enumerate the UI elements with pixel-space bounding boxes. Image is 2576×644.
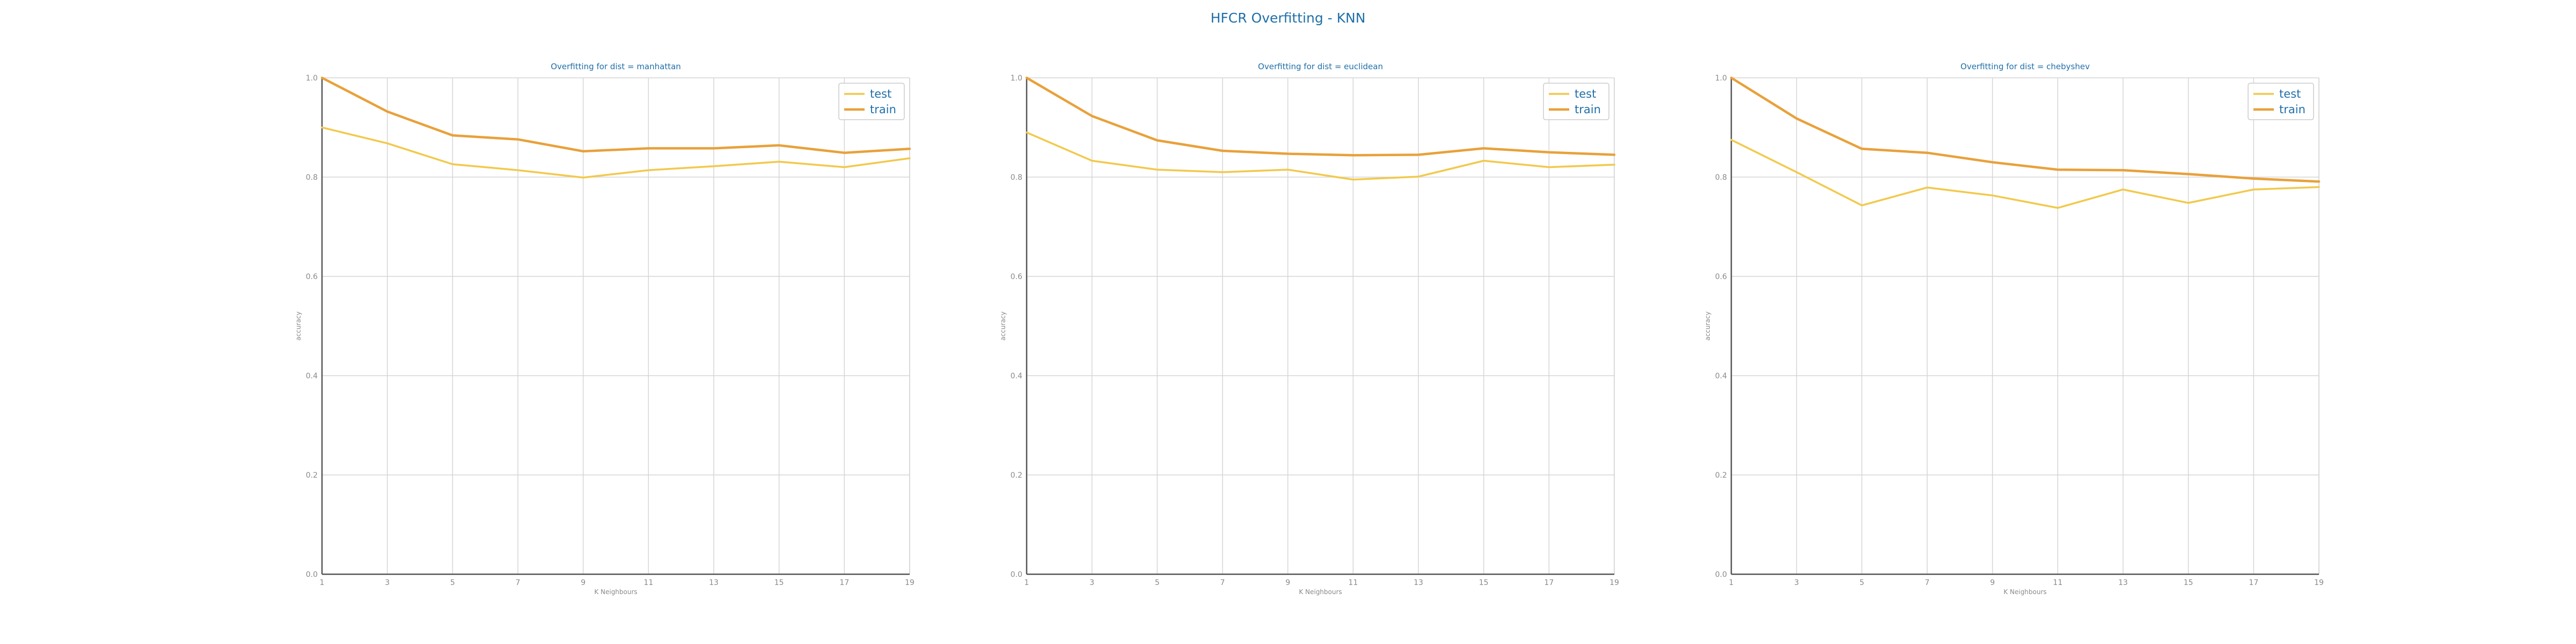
y-tick-label: 1.0 (306, 74, 318, 83)
x-tick-label: 15 (2184, 579, 2193, 587)
series-line-test (1026, 131, 1615, 181)
x-tick-label: 15 (1479, 579, 1489, 587)
y-tick-label: 0.0 (306, 570, 318, 579)
y-tick-label: 0.8 (1011, 173, 1022, 182)
x-tick-label: 11 (1348, 579, 1358, 587)
y-tick-label: 0.2 (1715, 471, 1727, 480)
legend-label-test: test (1575, 87, 1596, 100)
y-tick-label: 0.6 (306, 273, 318, 281)
x-tick-label: 3 (1794, 579, 1799, 587)
chart-title: Overfitting for dist = euclidean (1258, 62, 1383, 71)
y-tick-label: 0.2 (1011, 471, 1022, 480)
x-tick-label: 7 (1925, 579, 1930, 587)
x-tick-label: 1 (1729, 579, 1734, 587)
x-tick-label: 7 (516, 579, 521, 587)
x-tick-label: 9 (1990, 579, 1995, 587)
y-tick-label: 0.6 (1011, 273, 1022, 281)
x-tick-label: 19 (905, 579, 914, 587)
chart-title: Overfitting for dist = manhattan (551, 62, 681, 71)
y-tick-label: 0.8 (1715, 173, 1727, 182)
y-tick-label: 0.8 (306, 173, 318, 182)
x-axis-label: K Neighbours (1299, 588, 1342, 596)
x-tick-label: 9 (581, 579, 586, 587)
legend-label-train: train (2279, 103, 2306, 116)
x-axis-label: K Neighbours (2003, 588, 2046, 596)
y-axis-label: accuracy (295, 311, 302, 340)
x-tick-label: 13 (709, 579, 719, 587)
x-tick-label: 19 (1609, 579, 1619, 587)
y-tick-label: 0.4 (306, 372, 318, 380)
x-tick-label: 3 (1089, 579, 1094, 587)
series-line-train (1730, 76, 2321, 183)
x-tick-label: 5 (450, 579, 455, 587)
series-line-test (321, 126, 911, 179)
legend-label-test: test (2279, 87, 2301, 100)
series-line-test (1730, 138, 2320, 209)
chart-title: Overfitting for dist = chebyshev (1960, 62, 2090, 71)
x-tick-label: 11 (643, 579, 653, 587)
x-tick-label: 13 (1414, 579, 1423, 587)
x-tick-label: 1 (320, 579, 325, 587)
y-tick-label: 0.2 (306, 471, 318, 480)
x-tick-label: 17 (2249, 579, 2258, 587)
x-tick-label: 9 (1285, 579, 1290, 587)
series-line-train (1025, 76, 1616, 157)
y-tick-label: 0.0 (1011, 570, 1022, 579)
legend-label-train: train (870, 103, 896, 116)
x-tick-label: 13 (2118, 579, 2128, 587)
x-axis-label: K Neighbours (594, 588, 637, 596)
y-tick-label: 0.0 (1715, 570, 1727, 579)
x-tick-label: 15 (774, 579, 784, 587)
y-axis-label: accuracy (999, 311, 1007, 340)
x-tick-label: 17 (1544, 579, 1554, 587)
x-tick-label: 11 (2053, 579, 2062, 587)
legend-label-train: train (1575, 103, 1601, 116)
figure-suptitle: HFCR Overfitting - KNN (1211, 10, 1366, 26)
y-axis-label: accuracy (1704, 311, 1711, 340)
x-tick-label: 1 (1024, 579, 1029, 587)
y-tick-label: 1.0 (1011, 74, 1022, 83)
y-tick-label: 1.0 (1715, 74, 1727, 83)
series-line-train (320, 76, 911, 154)
y-tick-label: 0.4 (1715, 372, 1727, 380)
x-tick-label: 5 (1155, 579, 1160, 587)
y-tick-label: 0.4 (1011, 372, 1022, 380)
x-tick-label: 3 (385, 579, 390, 587)
x-tick-label: 7 (1220, 579, 1225, 587)
y-tick-label: 0.6 (1715, 273, 1727, 281)
x-tick-label: 19 (2314, 579, 2324, 587)
x-tick-label: 17 (839, 579, 849, 587)
legend-label-test: test (870, 87, 891, 100)
x-tick-label: 5 (1860, 579, 1864, 587)
